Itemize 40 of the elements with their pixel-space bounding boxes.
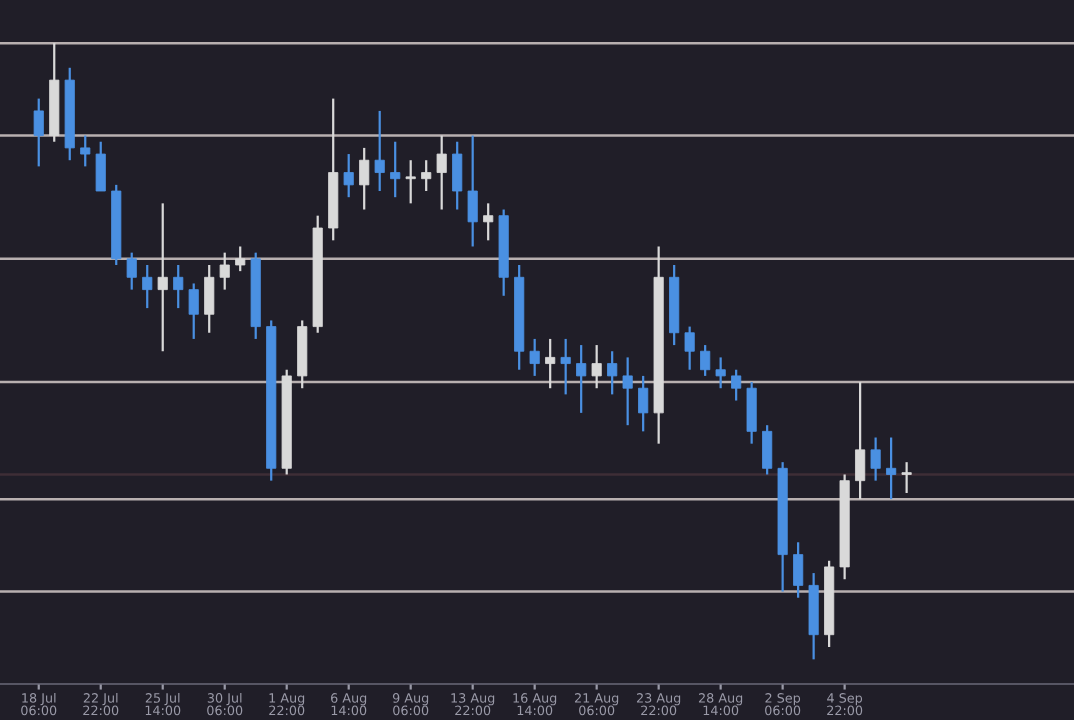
candlestick: [374, 109, 385, 193]
candlestick: [622, 356, 633, 427]
candlestick: [33, 97, 44, 168]
candlestick: [560, 337, 571, 396]
candlestick: [452, 140, 463, 211]
candlestick: [390, 140, 401, 199]
candlestick: [436, 134, 447, 211]
candlestick: [746, 380, 757, 445]
candlestick: [700, 343, 711, 377]
candlestick: [638, 374, 649, 433]
candlestick: [483, 202, 494, 242]
candlestick: [576, 343, 587, 414]
candlestick: [529, 337, 540, 377]
candlestick: [219, 251, 230, 291]
candlestick: [95, 140, 106, 193]
candlestick: [886, 436, 897, 501]
candlestick: [359, 146, 370, 211]
candlestick: [901, 461, 912, 495]
candlestick: [173, 263, 184, 310]
candlestick: [343, 152, 354, 199]
candlestick: [235, 245, 246, 273]
candlestick: [188, 282, 199, 341]
candlestick: [421, 159, 432, 193]
candlestick: [467, 134, 478, 248]
candlestick: [715, 356, 726, 390]
candlestick: [204, 263, 215, 334]
candlestick: [870, 436, 881, 482]
candlestick: [793, 541, 804, 599]
candlestick: [126, 251, 137, 291]
candlestick: [855, 380, 866, 501]
candlestick: [591, 343, 602, 390]
candlestick: [731, 368, 742, 402]
candlestick: [405, 159, 416, 205]
candlestick: [684, 325, 695, 371]
candlestick: [762, 424, 773, 476]
candlestick: [607, 350, 618, 396]
candlestick: [142, 263, 153, 310]
candlestick: [80, 134, 91, 168]
candlestick: [545, 337, 556, 390]
candlestick: [157, 202, 168, 353]
